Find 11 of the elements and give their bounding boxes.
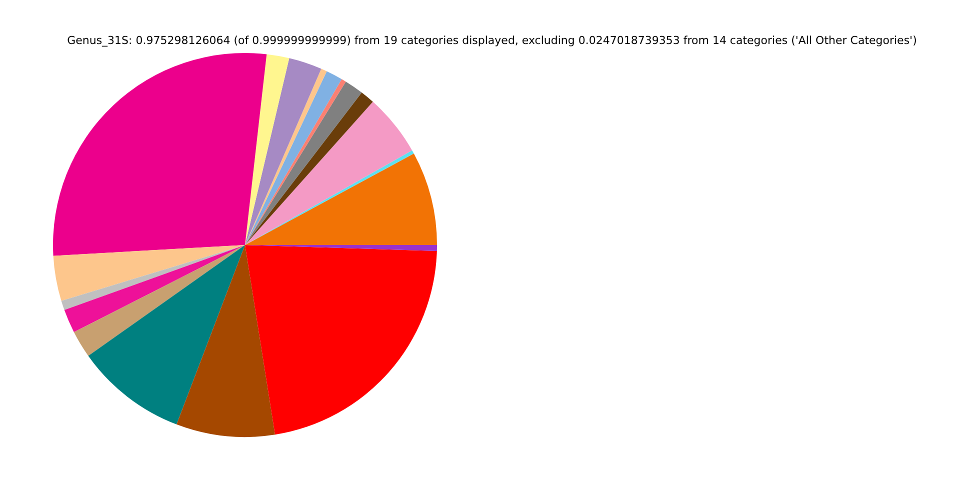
pie-slice [245, 102, 412, 245]
pie-slice [53, 53, 267, 256]
pie-slice [61, 245, 245, 310]
pie-slice [88, 245, 245, 424]
pie-slice [64, 245, 245, 332]
pie-slice [53, 245, 245, 301]
pie-slice [74, 245, 245, 356]
pie-slice [245, 54, 290, 245]
pie-slice [245, 245, 437, 435]
pie-slice [176, 245, 276, 437]
text: Genus_31S: 0.975298126064 (of 0.999999999999) from 19 categories displayed, excluding 0.0247018739353 from 14 categories ('All Other Categories') [66, 34, 918, 47]
